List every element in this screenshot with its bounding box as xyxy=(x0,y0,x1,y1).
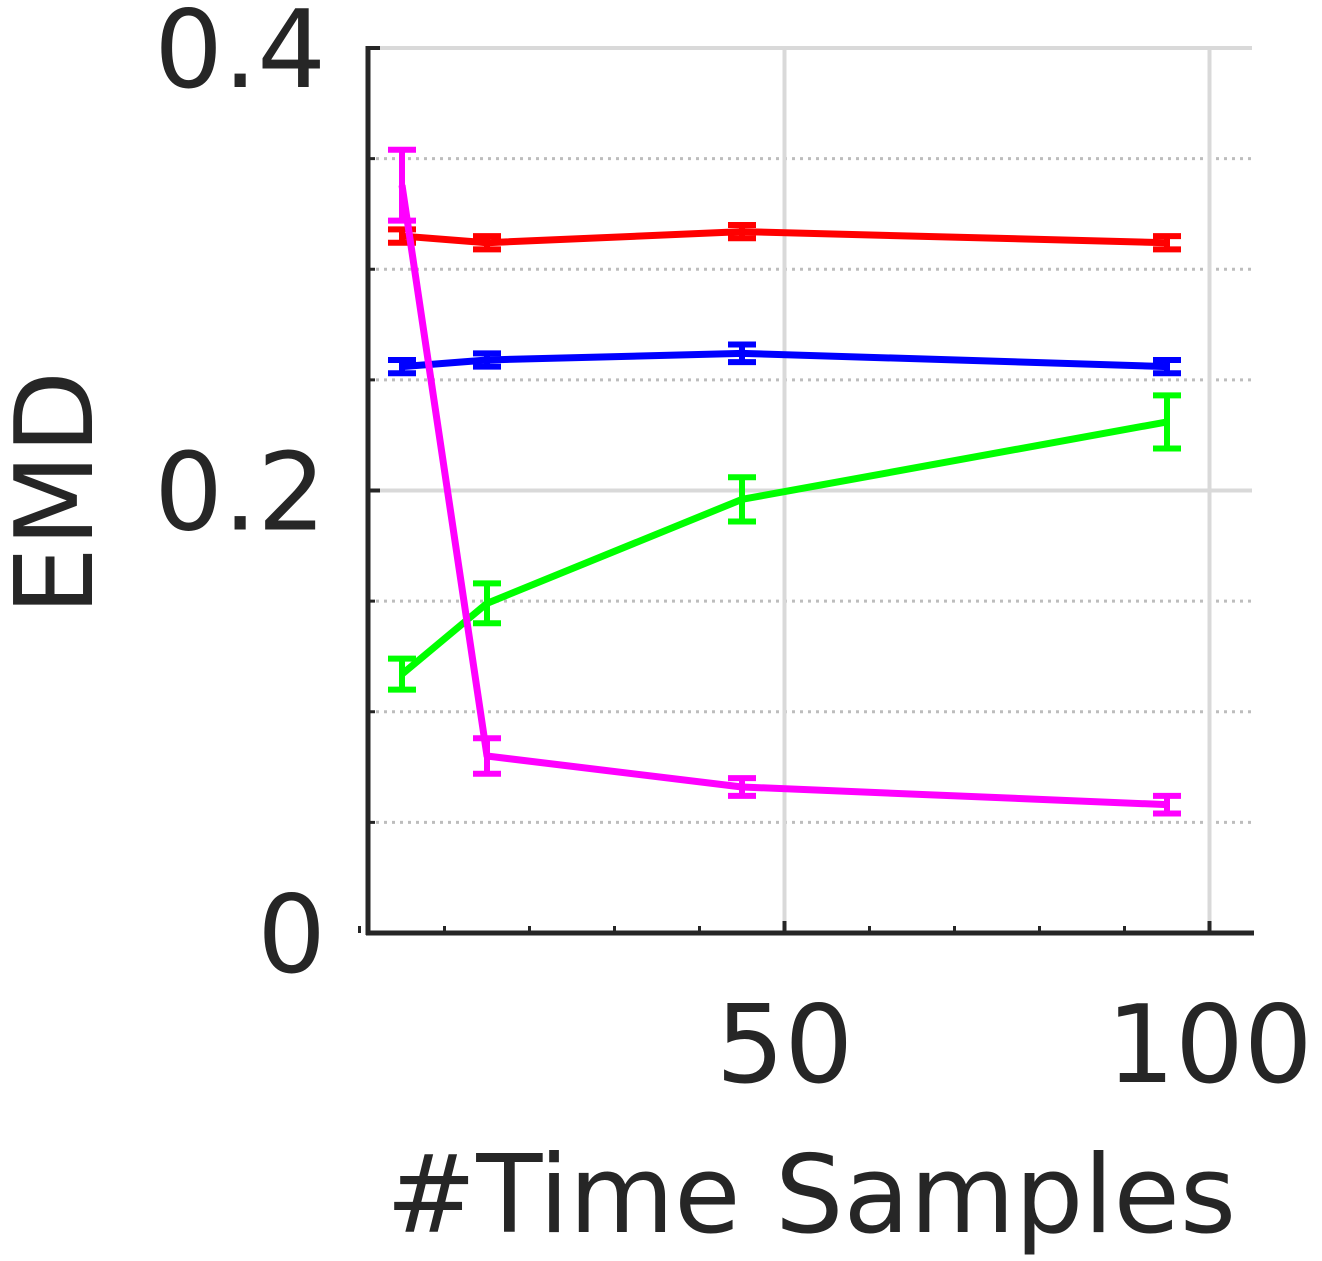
x-tick-label-1: 100 xyxy=(1106,983,1312,1108)
series-2-line xyxy=(399,418,1168,677)
grid xyxy=(368,46,1252,933)
series-1-line xyxy=(401,349,1168,371)
x-axis-title: #Time Samples xyxy=(386,1133,1236,1258)
series-3-line xyxy=(398,184,1168,809)
series-layer xyxy=(388,146,1181,817)
tick-labels: 0 0.2 0.4 50 100 xyxy=(154,0,1312,1108)
series-0 xyxy=(388,222,1181,253)
axes xyxy=(358,46,1254,936)
y-axis-title: EMD xyxy=(0,371,118,616)
y-tick-label-2: 0.4 xyxy=(154,0,326,113)
x-tick-label-0: 50 xyxy=(716,983,853,1108)
series-0-line xyxy=(401,228,1168,247)
y-tick-label-0: 0 xyxy=(257,873,326,998)
series-3 xyxy=(388,146,1181,817)
series-2 xyxy=(388,392,1181,693)
series-1 xyxy=(388,341,1181,377)
y-tick-label-1: 0.2 xyxy=(154,431,326,556)
